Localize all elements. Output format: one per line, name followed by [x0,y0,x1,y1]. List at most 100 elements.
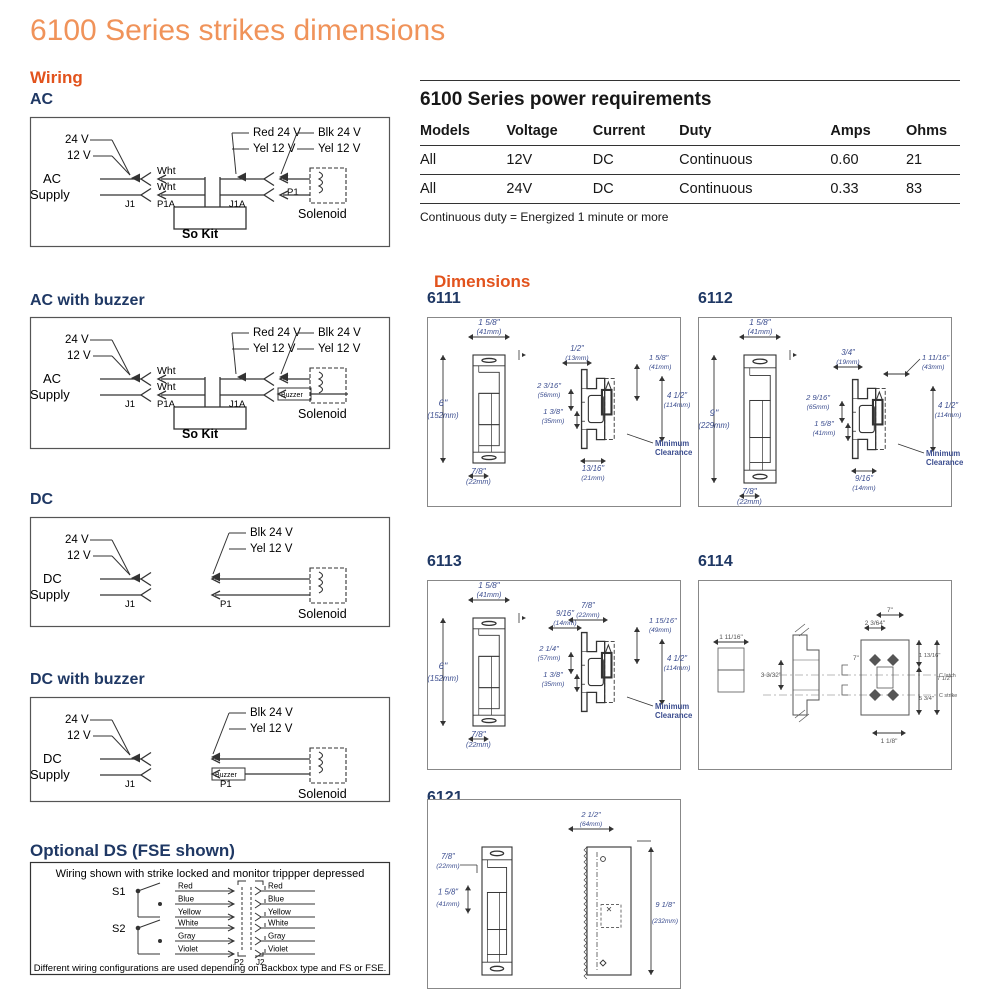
svg-text:Supply: Supply [30,387,70,402]
svg-text:4 1/2": 4 1/2" [938,401,959,410]
svg-text:C latch: C latch [939,673,956,679]
svg-text:7/8": 7/8" [471,466,487,476]
svg-text:24 V: 24 V [65,334,89,346]
svg-text:(41mm): (41mm) [813,430,836,437]
svg-text:DC: DC [43,751,62,766]
svg-text:AC: AC [43,371,61,386]
svg-text:J1: J1 [125,599,135,610]
svg-text:(229mm): (229mm) [698,421,730,430]
svg-text:(41mm): (41mm) [649,364,671,371]
svg-text:(232mm): (232mm) [652,918,678,925]
svg-text:Red 24 V: Red 24 V [253,127,301,139]
svg-text:S2: S2 [112,923,125,935]
svg-text:1/2": 1/2" [570,344,585,353]
svg-text:Blk 24 V: Blk 24 V [250,527,293,539]
svg-text:Minimum: Minimum [926,449,960,458]
svg-text:(41mm): (41mm) [477,590,502,599]
svg-text:4 1/2": 4 1/2" [667,654,688,663]
svg-text:(65mm): (65mm) [807,404,830,411]
svg-text:So Kit: So Kit [182,227,219,241]
svg-text:2 1/2": 2 1/2" [580,810,601,819]
svg-text:9 1/8": 9 1/8" [655,900,675,909]
svg-text:Gray: Gray [178,932,195,941]
svg-text:Yellow: Yellow [268,908,291,917]
svg-text:3 3/32": 3 3/32" [761,672,782,679]
svg-text:7": 7" [887,607,894,614]
svg-text:Minimum: Minimum [655,439,689,448]
svg-text:(19mm): (19mm) [836,359,859,366]
svg-text:DC: DC [43,571,62,586]
svg-text:5 3/4": 5 3/4" [919,696,934,702]
svg-text:(22mm): (22mm) [466,477,491,486]
svg-text:P1A: P1A [157,199,176,210]
svg-text:(21mm): (21mm) [581,475,604,482]
svg-text:1 5/8": 1 5/8" [814,419,834,428]
svg-text:Supply: Supply [30,587,70,602]
svg-text:(41mm): (41mm) [477,327,502,336]
svg-text:J1A: J1A [229,199,246,210]
svg-text:Buzzer: Buzzer [281,392,303,399]
svg-text:Clearance: Clearance [655,711,693,720]
svg-text:(43mm): (43mm) [922,364,944,371]
svg-text:9/16": 9/16" [556,609,575,618]
svg-text:Violet: Violet [178,945,199,954]
svg-text:(14mm): (14mm) [553,620,576,627]
svg-text:Blue: Blue [268,895,285,904]
svg-text:Clearance: Clearance [926,458,964,467]
svg-text:P1: P1 [287,187,299,198]
svg-text:1 5/8": 1 5/8" [649,353,669,362]
svg-text:2 3/64": 2 3/64" [865,620,886,627]
svg-text:AC: AC [43,171,61,186]
svg-text:12 V: 12 V [67,550,91,562]
svg-text:3/4": 3/4" [841,348,856,357]
svg-text:1 5/8": 1 5/8" [478,317,500,327]
svg-text:Red 24 V: Red 24 V [253,327,301,339]
svg-text:Minimum: Minimum [655,702,689,711]
svg-text:Supply: Supply [30,187,70,202]
svg-text:Blk 24 V: Blk 24 V [318,127,361,139]
svg-text:24 V: 24 V [65,714,89,726]
svg-text:1 15/16": 1 15/16" [649,616,677,625]
svg-text:Supply: Supply [30,767,70,782]
svg-text:Yel 12 V: Yel 12 V [318,143,361,155]
svg-text:(41mm): (41mm) [436,901,459,908]
svg-text:(22mm): (22mm) [436,863,459,870]
svg-text:Wht: Wht [157,181,176,193]
svg-text:(22mm): (22mm) [737,497,762,506]
svg-text:Violet: Violet [268,945,289,954]
svg-text:6": 6" [439,398,448,409]
svg-text:S1: S1 [112,886,125,898]
svg-text:Wht: Wht [157,381,176,393]
svg-text:7/8": 7/8" [471,729,487,739]
svg-text:7/8": 7/8" [742,486,758,496]
svg-text:(13mm): (13mm) [565,355,588,362]
svg-text:7/8": 7/8" [441,852,456,861]
svg-text:White: White [268,919,289,928]
svg-text:9": 9" [710,408,719,419]
svg-text:(14mm): (14mm) [852,485,875,492]
svg-text:1 3/8": 1 3/8" [543,670,563,679]
svg-text:Blue: Blue [178,895,195,904]
svg-text:(64mm): (64mm) [580,821,602,828]
svg-text:Red: Red [178,882,193,891]
svg-text:Yel 12 V: Yel 12 V [250,723,293,735]
svg-text:Yel 12 V: Yel 12 V [250,543,293,555]
svg-text:1 5/8": 1 5/8" [749,317,771,327]
svg-text:(152mm): (152mm) [427,674,459,683]
svg-text:7": 7" [853,655,860,662]
svg-text:12 V: 12 V [67,730,91,742]
svg-text:Solenoid: Solenoid [298,407,347,421]
svg-text:(114mm): (114mm) [935,412,962,419]
svg-text:J1: J1 [125,199,135,210]
svg-text:6": 6" [439,661,448,672]
svg-text:White: White [178,919,199,928]
svg-text:24 V: 24 V [65,134,89,146]
svg-text:1 1/8": 1 1/8" [881,738,898,745]
svg-text:12 V: 12 V [67,350,91,362]
svg-text:(41mm): (41mm) [748,327,773,336]
svg-text:24 V: 24 V [65,534,89,546]
svg-text:9/16": 9/16" [855,474,874,483]
svg-text:(152mm): (152mm) [427,411,459,420]
svg-text:P1A: P1A [157,399,176,410]
svg-text:Clearance: Clearance [655,448,693,457]
